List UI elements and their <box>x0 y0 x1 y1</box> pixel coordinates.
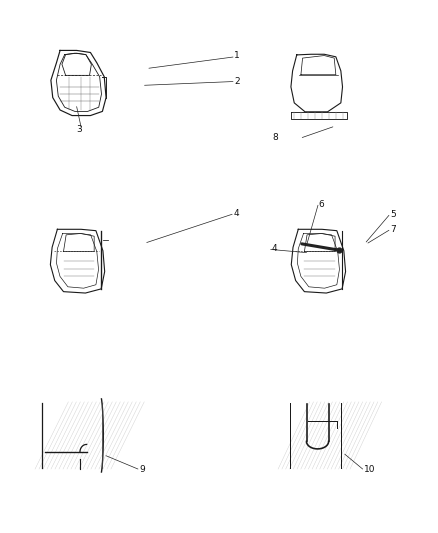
Text: 5: 5 <box>390 211 396 219</box>
Text: 6: 6 <box>319 200 325 208</box>
Text: 4: 4 <box>233 209 239 217</box>
Text: 4: 4 <box>272 245 277 253</box>
Text: 8: 8 <box>272 133 278 142</box>
Text: 7: 7 <box>390 225 396 233</box>
Text: 3: 3 <box>77 125 82 134</box>
Text: 1: 1 <box>234 52 240 60</box>
Text: 2: 2 <box>234 77 240 85</box>
Text: 9: 9 <box>139 465 145 474</box>
Text: 10: 10 <box>364 465 376 474</box>
